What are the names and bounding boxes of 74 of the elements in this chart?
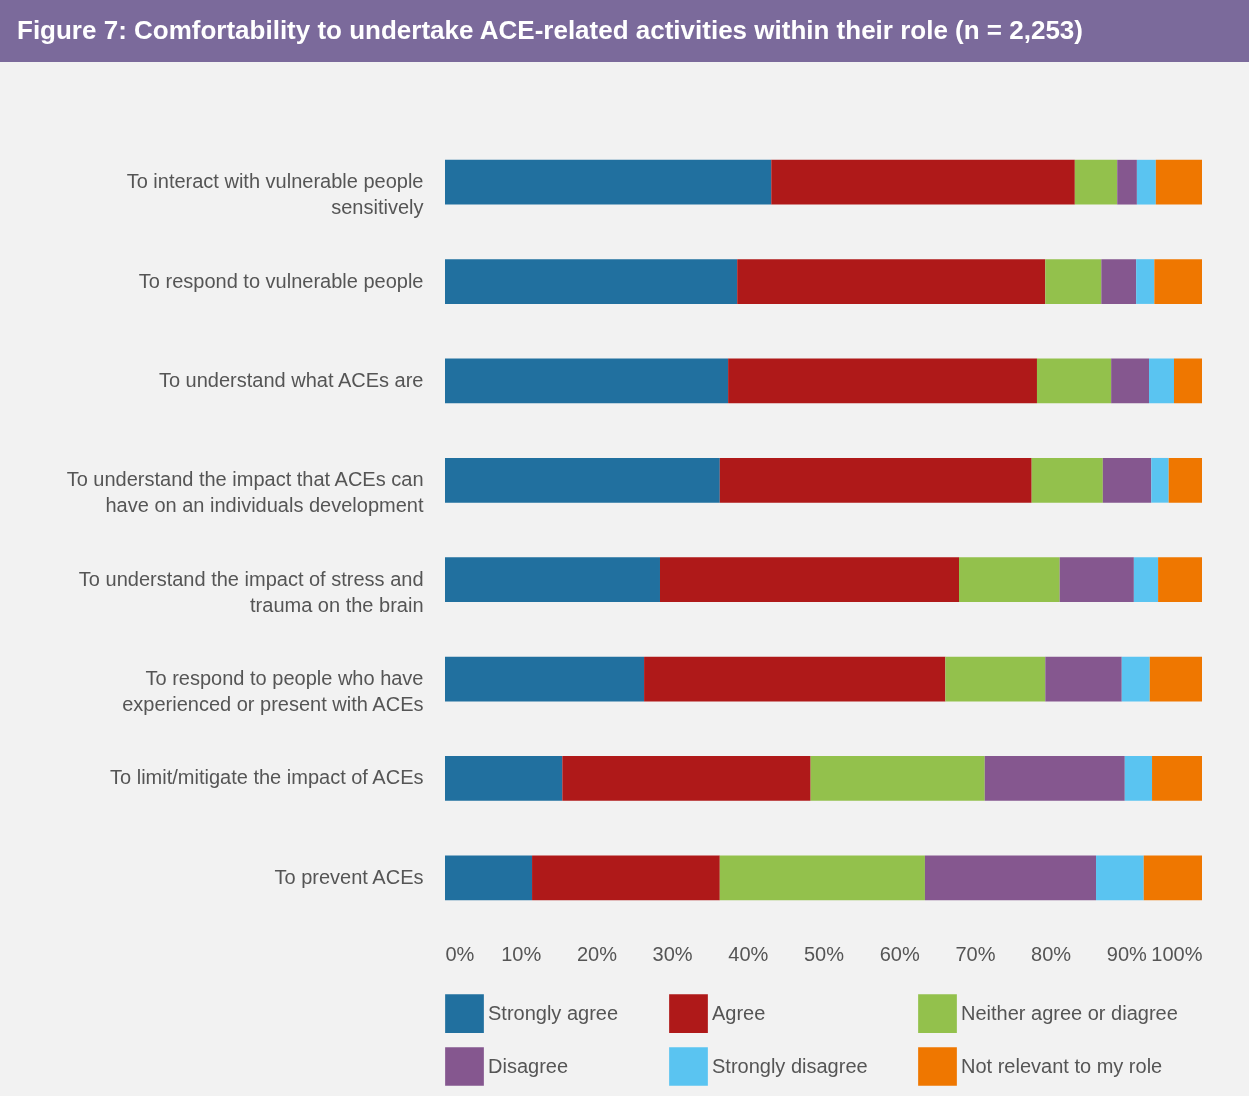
bar [1102,457,1152,503]
bar [445,457,720,503]
bar [532,855,720,901]
bar [445,259,738,304]
bar [644,656,946,702]
bar [945,656,1046,702]
bar [719,457,1032,503]
bar [1155,159,1202,205]
bar [771,159,1075,205]
bar [984,756,1125,801]
bar [1124,756,1153,801]
legend-label: Agree [712,1001,766,1024]
bar [1045,656,1122,702]
y-tick-label: To understand what ACEs are [158,368,424,391]
bar [728,358,1037,404]
bar [1158,557,1202,603]
bar [445,855,533,901]
bar [1059,557,1134,603]
bar [1101,259,1137,304]
bar [1111,358,1150,404]
bar [1152,756,1202,801]
y-tick-label: To prevent ACEs [274,865,424,888]
bar [719,855,925,901]
x-tick-label: 20% [576,942,618,965]
bar [1149,358,1174,404]
x-tick-label: 80% [1031,942,1072,965]
x-tick-label: 30% [652,942,693,965]
y-tick-label: To respond to vulnerable people [138,269,424,292]
bar [1031,457,1103,503]
bar [445,557,660,603]
bar [1117,159,1137,205]
x-tick-label: 70% [955,942,996,965]
chart-title: Figure 7: Comfortability to undertake ACE-related activities within their role (n = 2,253) [17,15,1083,45]
x-tick-label: 50% [803,942,845,965]
bar [1096,855,1144,901]
bar [810,756,985,801]
legend-label: Strongly disagree [712,1054,868,1077]
bar [1136,259,1155,304]
x-tick-label: 60% [879,942,920,965]
bar [445,756,563,801]
x-tick-label: 90% [1106,942,1148,965]
legend-label: Not relevant to my role [961,1054,1163,1077]
bar [445,656,645,702]
y-tick-label: To interact with vulnerable people sensitively [126,170,424,219]
bar [1168,457,1202,503]
bar [562,756,811,801]
bar [1074,159,1118,205]
bar [659,557,959,603]
legend-label: Neither agree or diagree [961,1001,1178,1024]
bar [445,358,729,404]
legend-label: Disagree [488,1054,569,1077]
x-tick-label: 10% [501,942,542,965]
y-tick-label: To limit/mitigate the impact of ACEs [110,766,424,789]
bar [1036,358,1112,404]
bar [737,259,1046,304]
x-tick-label: 0% [445,942,475,965]
bar [1151,457,1169,503]
bar [1121,656,1150,702]
x-tick-label: 40% [728,942,769,965]
legend-label: Strongly agree [488,1001,619,1024]
bar [1045,259,1102,304]
bar [1136,159,1156,205]
bar [1149,656,1202,702]
bar [1154,259,1202,304]
y-tick-label: To respond to people who have experienced or present with ACEs [122,667,424,716]
y-tick-label: To understand the impact of stress and trauma on the brain [78,567,424,616]
y-tick-label: To understand the impact that ACEs can have on an individuals development [66,468,424,517]
bar [924,855,1097,901]
bar [1173,358,1202,404]
bar [959,557,1060,603]
x-tick-label: 100% [1151,942,1203,965]
bar [1143,855,1202,901]
bar [445,159,772,205]
bar [1133,557,1159,603]
